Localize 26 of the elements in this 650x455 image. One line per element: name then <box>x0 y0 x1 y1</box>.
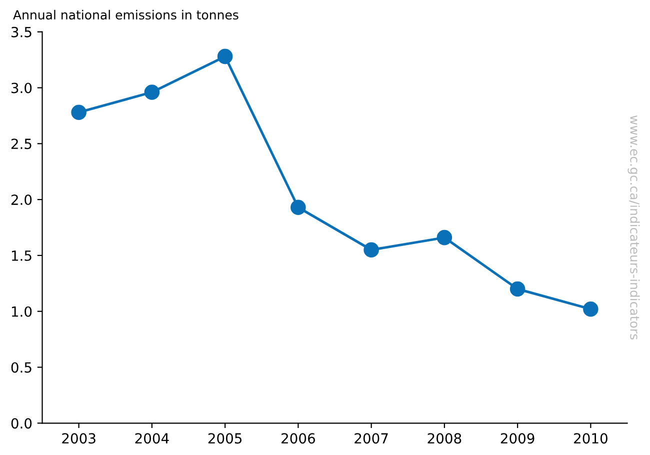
x-tick-label: 2009 <box>500 433 534 444</box>
y-tick-label: 0.5 <box>11 362 32 373</box>
y-tick-label: 1.5 <box>12 250 32 261</box>
point <box>583 301 598 317</box>
y-tick-label: 1.0 <box>12 306 32 317</box>
y-tick-label: 2.5 <box>11 138 32 150</box>
text: www.ec.gc.ca/indicateurs-indicators <box>628 115 640 340</box>
x-tick-label: 2008 <box>428 433 462 444</box>
point <box>510 281 526 297</box>
y-tick-label: 2.0 <box>11 194 32 206</box>
x-tick-label: 2010 <box>574 433 608 444</box>
x-tick-label: 2005 <box>208 433 242 444</box>
point <box>364 242 379 258</box>
point <box>290 200 306 216</box>
y-tick-label: 0.0 <box>11 418 32 429</box>
point <box>436 230 452 246</box>
point <box>217 48 233 64</box>
x-tick-label: 2006 <box>282 433 315 444</box>
y-axis-title: Annual national emissions in tonnes <box>13 10 238 20</box>
y-tick-label: 3.5 <box>12 26 32 38</box>
point <box>144 84 160 100</box>
y-tick-label: 3.0 <box>12 82 32 94</box>
x-tick-label: 2003 <box>62 433 96 444</box>
x-tick-label: 2004 <box>135 433 169 444</box>
x-tick-label: 2007 <box>354 433 388 444</box>
point <box>71 104 86 120</box>
